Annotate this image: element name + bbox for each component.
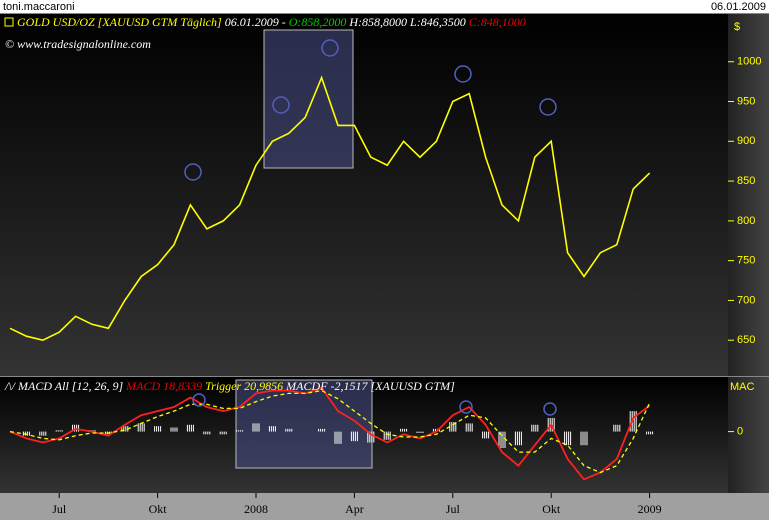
x-axis xyxy=(0,493,769,520)
low: L:846,3500 xyxy=(409,15,466,29)
quote-date: 06.01.2009 - xyxy=(225,15,286,29)
x-tick-label: Okt xyxy=(149,502,168,516)
right-axis xyxy=(728,14,769,493)
x-tick-label: 2008 xyxy=(244,502,268,516)
instrument: [XAUUSD GTM] xyxy=(370,379,455,393)
header-date: 06.01.2009 xyxy=(711,1,766,13)
price-panel xyxy=(0,14,728,376)
legend-value: 20,9856 xyxy=(244,379,283,393)
legend-name: MACDF xyxy=(285,379,328,393)
series-line xyxy=(9,389,651,474)
watermark: © www.tradesignalonline.com xyxy=(5,37,151,51)
peak-markers xyxy=(184,39,557,416)
x-tick-label: Apr xyxy=(345,502,364,516)
x-tick-label: Okt xyxy=(542,502,561,516)
x-tick-label: 2009 xyxy=(638,502,662,516)
legend-name: MACD xyxy=(125,379,160,393)
y-tick-label: 900 xyxy=(737,135,755,147)
instrument: GOLD USD/OZ [XAUUSD GTM Täglich] xyxy=(17,15,222,29)
user-name: toni.maccaroni xyxy=(3,1,75,13)
highlight-box xyxy=(263,29,354,169)
high: H:858,8000 xyxy=(348,15,407,29)
legend-value: 18,8339 xyxy=(163,379,202,393)
macd-axis-label: MAC xyxy=(730,381,755,393)
x-tick-label: Jul xyxy=(446,502,461,516)
price-legend: GOLD USD/OZ [XAUUSD GTM Täglich] 06.01.2… xyxy=(17,15,526,29)
close: C:848,1000 xyxy=(469,15,526,29)
x-tick-label: Jul xyxy=(52,502,67,516)
y-tick-label: 1000 xyxy=(737,56,761,68)
legend-value: -2,1517 xyxy=(330,379,368,393)
title-bar xyxy=(0,0,769,14)
legend-name: Trigger xyxy=(205,379,241,393)
macd-legend: /\/ MACD All [12, 26, 9] MACD 18,8339 Tr… xyxy=(4,379,455,393)
y-tick-label: 950 xyxy=(737,95,755,107)
y-tick-label: 0 xyxy=(737,425,743,437)
y-tick-label: 800 xyxy=(737,215,755,227)
open: O:858,2000 xyxy=(289,15,347,29)
series-line xyxy=(9,386,651,481)
y-axis-unit: $ xyxy=(734,21,740,33)
y-tick-label: 750 xyxy=(737,255,755,267)
indicator: MACD All [12, 26, 9] xyxy=(17,379,123,393)
y-tick-label: 850 xyxy=(737,175,755,187)
y-tick-label: 700 xyxy=(737,294,755,306)
legend-icon xyxy=(4,17,14,27)
series-line xyxy=(9,75,651,342)
y-tick-label: 650 xyxy=(737,334,755,346)
